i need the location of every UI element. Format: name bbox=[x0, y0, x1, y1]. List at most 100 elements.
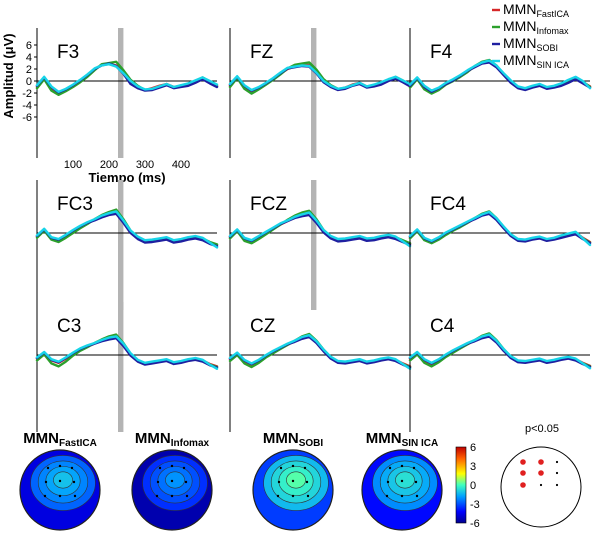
legend-label: MMNSOBI bbox=[503, 35, 558, 53]
electrode-fcz bbox=[538, 470, 544, 476]
legend-entry: MMNSOBI bbox=[492, 35, 558, 53]
channel-label: F3 bbox=[57, 42, 79, 63]
series-line-3 bbox=[35, 212, 219, 248]
channel-label: FZ bbox=[250, 42, 274, 63]
x-tick-label: 400 bbox=[172, 159, 190, 171]
channel-label: C4 bbox=[430, 316, 455, 337]
electrode-dot bbox=[386, 480, 390, 484]
contour bbox=[165, 471, 185, 489]
panels-layer: F3 FZ F4 FC3 FCZ FC4 C3 CZ C4 bbox=[35, 28, 592, 432]
topomap-title: MMNFastICA bbox=[23, 430, 97, 449]
contour bbox=[286, 471, 306, 489]
channel-label: CZ bbox=[250, 316, 276, 337]
panel-fc4: FC4 bbox=[408, 180, 592, 310]
panel-cz: CZ bbox=[228, 302, 412, 432]
legend-label: MMNInfomax bbox=[503, 18, 569, 36]
series-line-4 bbox=[35, 62, 219, 94]
y-tick-label: 2 bbox=[26, 64, 32, 76]
y-tick-label: -2 bbox=[22, 88, 32, 100]
colorbar-tick-label: 6 bbox=[470, 442, 476, 454]
electrode-dot bbox=[46, 466, 50, 470]
electrode-dot bbox=[306, 494, 310, 498]
electrode-f3 bbox=[520, 459, 526, 465]
x-tick-label: 200 bbox=[100, 159, 118, 171]
series-line-4 bbox=[408, 59, 592, 92]
electrode-f4 bbox=[555, 460, 559, 464]
colorbar-tick-label: -3 bbox=[470, 499, 480, 511]
x-axis-title: Tiempo (ms) bbox=[88, 170, 165, 185]
significance-band bbox=[118, 180, 124, 310]
electrode-dot bbox=[291, 464, 295, 468]
colorbar: 6 3 0 -3 -6 bbox=[455, 442, 480, 530]
electrode-dot bbox=[70, 466, 74, 470]
y-tick-label: -6 bbox=[22, 112, 32, 124]
series-line-4 bbox=[408, 333, 592, 370]
channel-label: F4 bbox=[430, 42, 453, 63]
channel-label: FCZ bbox=[250, 194, 287, 215]
electrode-cz bbox=[539, 483, 543, 487]
series-line-4 bbox=[408, 210, 592, 247]
electrode-fz bbox=[538, 459, 544, 465]
significance-map: p<0.05 bbox=[500, 423, 582, 528]
y-tick-label: -4 bbox=[22, 100, 32, 112]
electrode-dot bbox=[184, 480, 188, 484]
electrode-dot bbox=[158, 466, 162, 470]
electrode-dot bbox=[72, 480, 76, 484]
colorbar-tick-label: 3 bbox=[470, 461, 476, 473]
topomaps: MMNFastICA MMNInfomax MMNSOBI MMNSIN ICA 6 3 0… bbox=[19, 423, 582, 531]
electrode-dot bbox=[156, 480, 160, 484]
electrode-dot bbox=[185, 494, 189, 498]
electrode-dot bbox=[385, 494, 389, 498]
topomap-2: MMNInfomax bbox=[131, 430, 213, 531]
legend-entry: MMNFastICA bbox=[492, 1, 569, 19]
y-axis-title: Amplitud (μV) bbox=[1, 33, 16, 118]
series-line-4 bbox=[35, 335, 219, 370]
contour bbox=[53, 471, 73, 489]
electrode-dot bbox=[170, 494, 174, 498]
series-line-4 bbox=[228, 211, 412, 248]
electrode-dot bbox=[414, 480, 418, 484]
electrode-fc3 bbox=[520, 470, 526, 476]
channel-label: C3 bbox=[57, 316, 81, 337]
electrode-dot bbox=[170, 464, 174, 468]
x-tick-label: 100 bbox=[64, 159, 82, 171]
channel-label: FC3 bbox=[57, 194, 93, 215]
panel-fc3: FC3 bbox=[35, 180, 219, 310]
electrode-dot bbox=[305, 480, 309, 484]
electrode-dot bbox=[388, 466, 392, 470]
electrode-dot bbox=[303, 466, 307, 470]
electrode-c3 bbox=[520, 482, 526, 488]
significance-band bbox=[118, 302, 124, 432]
scalp-outline bbox=[500, 446, 582, 528]
y-tick-label: 6 bbox=[26, 40, 32, 52]
y-tick-label: 0 bbox=[26, 76, 32, 88]
electrode-dot bbox=[73, 494, 77, 498]
topomap-1: MMNFastICA bbox=[19, 430, 101, 531]
electrode-dot bbox=[58, 479, 62, 483]
series-line-4 bbox=[35, 210, 219, 249]
significance-band bbox=[118, 28, 124, 158]
electrode-dot bbox=[279, 466, 283, 470]
channel-label: FC4 bbox=[430, 194, 466, 215]
panel-f3: F3 bbox=[35, 28, 219, 158]
electrode-fc4 bbox=[555, 471, 559, 475]
colorbar-tick-label: 0 bbox=[470, 480, 476, 492]
electrode-dot bbox=[277, 480, 281, 484]
legend-label: MMNSIN ICA bbox=[503, 52, 569, 70]
significance-title: p<0.05 bbox=[525, 423, 559, 435]
x-tick-label: 300 bbox=[136, 159, 154, 171]
electrode-dot bbox=[155, 494, 159, 498]
contour bbox=[395, 471, 415, 489]
panel-f4: F4 bbox=[408, 28, 592, 158]
topomap-title: MMNInfomax bbox=[135, 430, 210, 449]
colorbar-gradient bbox=[455, 446, 467, 524]
series-line-4 bbox=[228, 64, 412, 92]
panel-c3: C3 bbox=[35, 302, 219, 432]
electrode-dot bbox=[400, 494, 404, 498]
electrode-dot bbox=[415, 494, 419, 498]
electrode-dot bbox=[276, 494, 280, 498]
electrode-dot bbox=[291, 494, 295, 498]
electrode-dot bbox=[58, 494, 62, 498]
